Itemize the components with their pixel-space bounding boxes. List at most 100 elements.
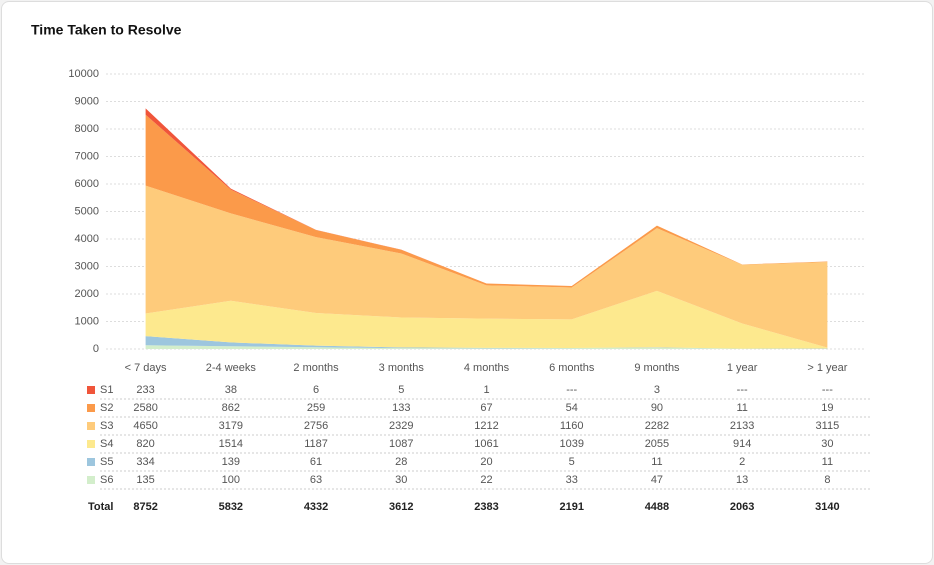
table-cell: 33 — [566, 474, 578, 486]
y-tick-label: 3000 — [75, 260, 99, 272]
y-tick-label: 8000 — [75, 123, 99, 135]
table-cell: 30 — [821, 438, 833, 450]
area — [145, 185, 828, 348]
y-tick-label: 7000 — [75, 150, 99, 162]
x-tick-label: 3 months — [379, 362, 425, 374]
table-cell: 4650 — [133, 420, 157, 432]
table-cell: 233 — [136, 384, 154, 396]
table-cell: --- — [737, 384, 748, 396]
table-cell: 8 — [824, 474, 830, 486]
x-tick-label: 2-4 weeks — [206, 362, 257, 374]
area — [145, 290, 828, 349]
table-cell: 1187 — [304, 438, 328, 450]
table-cell: 259 — [307, 402, 325, 414]
y-tick-label: 6000 — [75, 178, 99, 190]
y-tick-label: 0 — [93, 343, 99, 355]
table-cell: 1039 — [559, 438, 583, 450]
table-cell: 67 — [480, 402, 492, 414]
table-cell: 63 — [310, 474, 322, 486]
x-tick-label: 6 months — [549, 362, 595, 374]
table-cell: 914 — [733, 438, 751, 450]
total-cell: 4488 — [645, 501, 669, 513]
total-cell: 2063 — [730, 501, 754, 513]
table-cell: 135 — [136, 474, 154, 486]
legend-swatch — [87, 458, 95, 466]
table-cell: 139 — [222, 456, 240, 468]
table-cell: 1212 — [474, 420, 498, 432]
table-cell: 2282 — [645, 420, 669, 432]
x-tick-label: 9 months — [634, 362, 680, 374]
table-cell: 334 — [136, 456, 154, 468]
table-cell: 61 — [310, 456, 322, 468]
total-cell: 2383 — [474, 501, 498, 513]
table-cell: 2580 — [133, 402, 157, 414]
legend-swatch — [87, 386, 95, 394]
area — [145, 345, 828, 349]
table-cell: 30 — [395, 474, 407, 486]
area — [145, 336, 828, 349]
table-cell: 2329 — [389, 420, 413, 432]
legend-label: S1 — [100, 384, 113, 396]
legend-label: S5 — [100, 456, 113, 468]
table-cell: 13 — [736, 474, 748, 486]
legend-swatch — [87, 476, 95, 484]
table-cell: 28 — [395, 456, 407, 468]
table-cell: 19 — [821, 402, 833, 414]
table-cell: 1 — [483, 384, 489, 396]
y-tick-label: 1000 — [75, 315, 99, 327]
table-cell: 3115 — [816, 420, 840, 432]
total-cell: 3612 — [389, 501, 413, 513]
table-cell: 1514 — [219, 438, 243, 450]
x-tick-label: < 7 days — [125, 362, 167, 374]
table-cell: 20 — [480, 456, 492, 468]
total-cell: 5832 — [219, 501, 243, 513]
table-cell: 1061 — [474, 438, 498, 450]
y-tick-label: 4000 — [75, 233, 99, 245]
y-tick-label: 5000 — [75, 205, 99, 217]
y-tick-label: 10000 — [68, 68, 99, 80]
table-cell: 54 — [566, 402, 578, 414]
table-cell: 11 — [822, 456, 833, 468]
table-cell: 11 — [651, 456, 662, 468]
table-cell: 2 — [739, 456, 745, 468]
table-cell: 820 — [136, 438, 154, 450]
table-cell: 22 — [480, 474, 492, 486]
legend-swatch — [87, 440, 95, 448]
total-cell: 4332 — [304, 501, 328, 513]
x-tick-label: 4 months — [464, 362, 510, 374]
table-cell: 2133 — [730, 420, 754, 432]
x-tick-label: 1 year — [727, 362, 758, 374]
legend-label: S2 — [100, 402, 113, 414]
legend-label: S3 — [100, 420, 113, 432]
table-cell: 2756 — [304, 420, 328, 432]
y-tick-label: 9000 — [75, 95, 99, 107]
table-cell: 1087 — [389, 438, 413, 450]
x-tick-label: > 1 year — [807, 362, 847, 374]
table-cell: 862 — [222, 402, 240, 414]
table-cell: 100 — [222, 474, 240, 486]
table-cell: 38 — [225, 384, 237, 396]
total-cell: 3140 — [815, 501, 839, 513]
table-cell: 1160 — [560, 420, 584, 432]
table-cell: 6 — [313, 384, 319, 396]
legend-swatch — [87, 422, 95, 430]
table-cell: 11 — [736, 402, 747, 414]
table-cell: 2055 — [645, 438, 669, 450]
table-cell: 133 — [392, 402, 410, 414]
table-cell: 3179 — [219, 420, 243, 432]
total-cell: 2191 — [559, 501, 583, 513]
table-cell: 90 — [651, 402, 663, 414]
x-tick-label: 2 months — [293, 362, 339, 374]
table-cell: 5 — [569, 456, 575, 468]
table-cell: 47 — [651, 474, 663, 486]
legend-label: S4 — [100, 438, 113, 450]
y-tick-label: 2000 — [75, 288, 99, 300]
table-cell: 3 — [654, 384, 660, 396]
total-cell: 8752 — [133, 501, 157, 513]
table-cell: --- — [566, 384, 577, 396]
chart-title: Time Taken to Resolve — [31, 22, 182, 38]
legend-label: S6 — [100, 474, 113, 486]
table-cell: --- — [822, 384, 833, 396]
table-cell: 5 — [398, 384, 404, 396]
